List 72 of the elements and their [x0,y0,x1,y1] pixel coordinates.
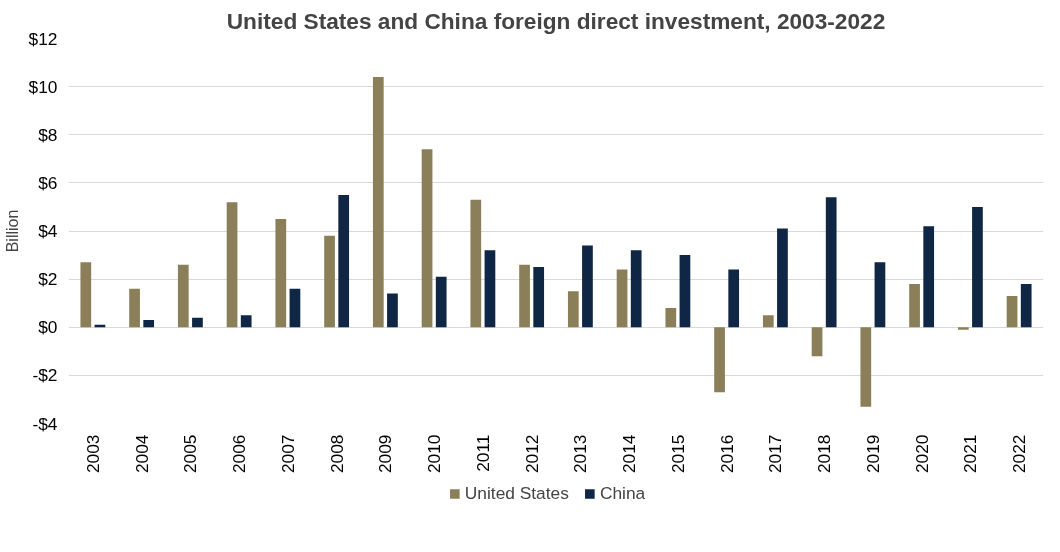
bar [421,149,433,328]
x-tick-label: 2017 [765,434,786,474]
bar [324,235,335,328]
x-tick-label: 2019 [862,434,883,474]
x-tick-label: 2008 [326,434,347,474]
bar [289,288,301,328]
bar [372,77,384,328]
y-tick-label: $4 [38,221,58,241]
x-tick-label: 2015 [667,434,688,474]
bar [567,291,579,328]
bar [714,327,725,393]
bar [192,317,203,328]
bar [143,320,155,328]
bar [728,269,740,328]
bar [874,262,886,328]
x-tick-label: 2007 [277,434,298,474]
x-tick-label: 2012 [521,434,542,474]
bar [582,245,593,328]
y-tick-label: -$4 [32,413,58,434]
x-tick-label: 2003 [82,434,103,474]
y-tick-label: $0 [38,317,58,338]
bar [435,276,447,328]
x-tick-label: 2013 [570,434,591,474]
bar [484,250,496,328]
bar [240,315,252,328]
bar [630,250,642,328]
x-tick-label: 2011 [472,434,493,472]
bar [762,315,774,328]
x-tick-label: 2020 [911,434,932,474]
bar [825,197,837,328]
bar [338,194,350,328]
bar [275,218,287,328]
y-axis-title: Billion [3,209,21,253]
bar [1020,283,1032,328]
legend-label: United States [464,482,569,504]
bar [777,228,788,328]
legend-label: China [599,482,646,504]
x-tick-label: 2006 [229,434,250,474]
x-tick-label: 2016 [716,434,737,474]
bar [665,308,677,328]
bar [923,226,935,328]
bar [519,264,530,328]
x-tick-label: 2014 [619,434,640,474]
bar [679,255,691,328]
bar [860,327,872,407]
bar [533,267,545,328]
x-tick-label: 2021 [960,434,981,474]
bar [129,288,140,328]
x-tick-label: 2018 [814,434,835,474]
bar [909,283,920,328]
bar [470,199,482,328]
y-tick-label: $8 [38,124,58,145]
bar [387,293,398,328]
x-tick-label: 2010 [424,434,445,474]
bar [226,202,238,328]
x-tick-label: 2005 [180,434,201,474]
bar [80,262,92,328]
y-tick-label: $12 [28,28,58,49]
bar [616,269,628,328]
x-tick-label: 2022 [1009,434,1030,474]
y-tick-label: $2 [38,269,58,290]
bar [177,264,189,328]
bar [957,327,969,330]
bar [1006,295,1018,328]
bar [811,327,823,357]
y-tick-label: $6 [38,172,58,193]
x-tick-label: 2009 [375,434,396,474]
y-tick-label: $10 [28,76,58,97]
y-tick-label: -$2 [32,365,58,386]
x-tick-label: 2004 [131,434,152,474]
chart-title: United States and China foreign direct investment, 2003-2022 [226,7,886,34]
bar [972,206,983,328]
